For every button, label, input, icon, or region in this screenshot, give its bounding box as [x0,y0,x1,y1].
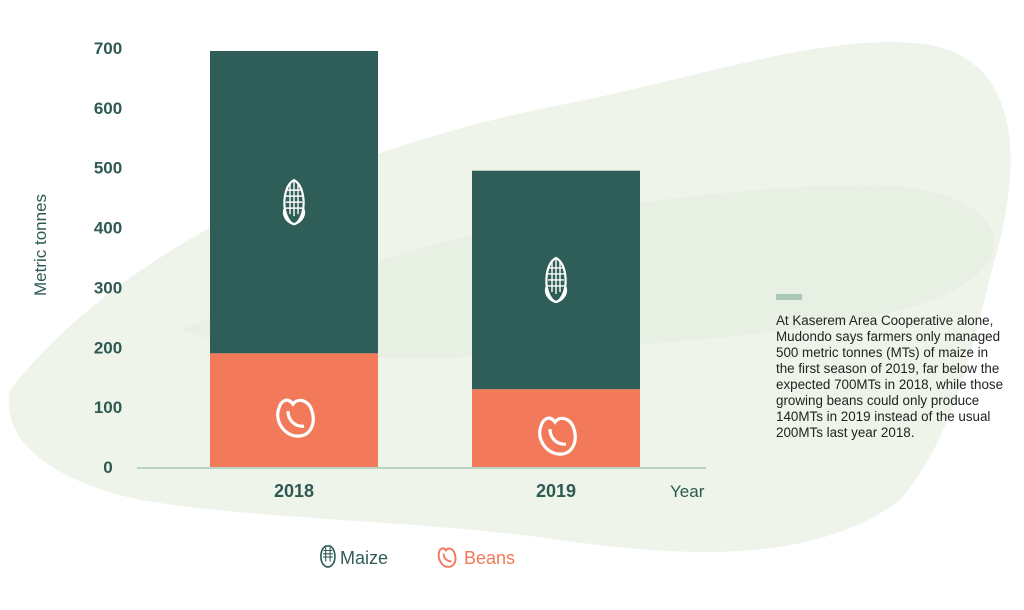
y-tick-label: 500 [94,159,122,178]
legend: Maize Beans [320,545,515,568]
y-axis-label: Metric tonnes [31,194,50,296]
bar-beans-2018 [210,353,378,467]
x-axis-label: Year [670,482,705,501]
legend-item-beans: Beans [437,547,515,568]
annotation-note: At Kaserem Area Cooperative alone, Mudon… [776,313,1004,440]
x-tick-label: 2018 [274,481,314,501]
y-axis-ticks: 0 100 200 300 400 500 600 700 [94,39,122,477]
y-tick-label: 200 [94,338,122,357]
corn-cob-icon [544,256,568,304]
y-tick-label: 0 [103,458,112,477]
x-axis-ticks: 2018 2019 [274,481,576,501]
corn-cob-icon [320,545,336,568]
bean-icon [276,398,315,438]
legend-label-maize: Maize [340,548,388,568]
y-tick-label: 300 [94,278,122,297]
y-tick-label: 600 [94,99,122,118]
bean-icon [538,416,577,456]
legend-item-maize: Maize [320,545,388,568]
x-tick-label: 2019 [536,481,576,501]
corn-cob-icon [282,178,306,226]
y-tick-label: 700 [94,39,122,58]
bean-icon [437,547,457,568]
bars [210,50,640,467]
note-accent-bar [776,294,802,300]
legend-label-beans: Beans [464,548,515,568]
y-tick-label: 100 [94,398,122,417]
y-tick-label: 400 [94,219,122,238]
